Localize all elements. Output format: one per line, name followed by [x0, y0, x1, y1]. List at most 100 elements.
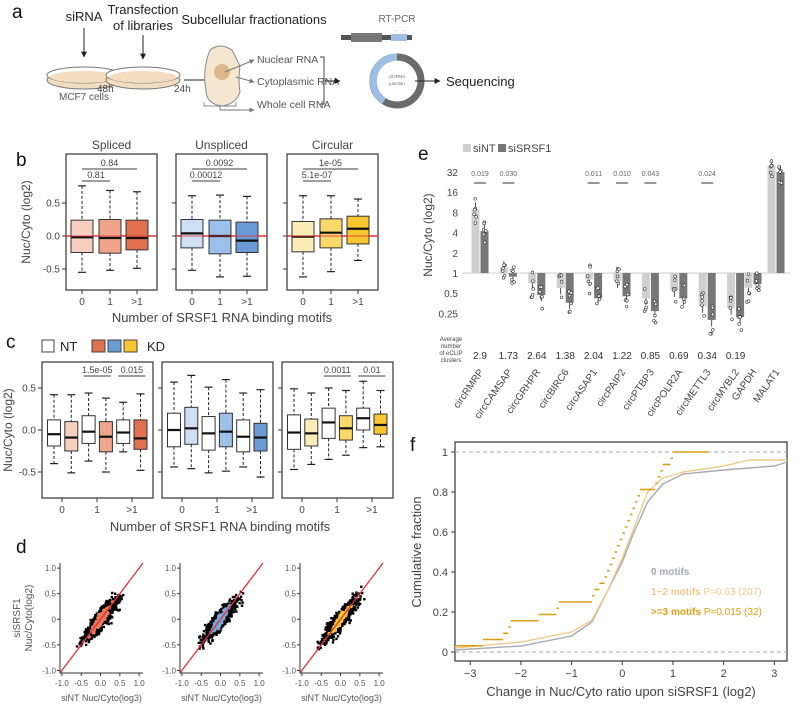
scatter-point — [225, 620, 228, 623]
scatter-point — [202, 633, 205, 636]
scatter-point — [112, 604, 115, 607]
scatter-point — [89, 636, 92, 640]
replicate-point — [615, 269, 620, 274]
scatter-point — [234, 593, 238, 597]
scatter-point — [79, 642, 82, 645]
y-tick-label: 0.4 — [433, 567, 448, 579]
scatter-point — [231, 604, 234, 607]
x-axis-label: siNT Nuc/Cyto(log3) — [301, 693, 382, 703]
axes — [59, 563, 143, 674]
panel-label-a: a — [12, 2, 23, 23]
p-value: 0.81 — [87, 170, 105, 180]
panel-label-d: d — [16, 537, 27, 558]
scatter-point — [213, 620, 216, 623]
replicate-point — [617, 267, 621, 271]
x-tick-label: 0 — [79, 297, 85, 308]
scatter-point — [86, 631, 89, 634]
scatter-point — [209, 642, 212, 645]
replicate-point — [755, 283, 759, 287]
scatter-point — [211, 639, 214, 642]
eclip-value: 1.38 — [555, 351, 575, 362]
replicate-point — [643, 287, 647, 291]
scatter-point — [200, 641, 203, 645]
y-tick-label: 0.6 — [433, 527, 448, 539]
replicate-point — [597, 297, 602, 301]
replicate-point — [682, 283, 687, 288]
scatter-point — [75, 645, 79, 648]
replicate-point — [673, 274, 677, 279]
bar-siSRSF1-circGRHPR — [537, 273, 546, 296]
replicate-point — [625, 282, 629, 287]
scatter-point — [332, 638, 335, 642]
scatter-point — [343, 603, 347, 606]
scatter-point — [89, 625, 92, 628]
scatter-point — [110, 595, 113, 599]
y-axis-label: Nuc/Cyto (log2) — [421, 193, 435, 276]
scatter-point — [79, 636, 82, 640]
scatter-point — [230, 607, 234, 611]
replicate-point — [474, 215, 478, 219]
p-value: 0.019 — [471, 171, 489, 178]
legend-swatch — [463, 144, 471, 152]
legend-name: 1−2 motifs — [651, 587, 701, 598]
replicate-point — [473, 221, 478, 225]
scatter-point — [97, 627, 101, 631]
scatter-point — [349, 619, 352, 622]
p-value: 0.0011 — [324, 365, 351, 375]
transfection-label-1: Transfection — [107, 2, 178, 17]
scatter-point — [339, 627, 342, 630]
replicate-point — [625, 292, 630, 297]
replicate-point — [484, 229, 488, 233]
scatter-point — [205, 625, 208, 629]
x-tick-label: 1 — [670, 668, 676, 680]
x-tick-label: 0 — [189, 297, 195, 308]
x-tick-label: >1 — [246, 505, 258, 516]
scatter-point — [232, 605, 235, 609]
y-tick-label: 0 — [172, 615, 177, 624]
replicate-point — [559, 273, 564, 277]
scatter-point — [208, 624, 212, 627]
x-tick-label: 0.0 — [95, 679, 107, 688]
scatter-point — [352, 608, 355, 611]
scatter-point — [352, 612, 355, 615]
scatter-point — [122, 593, 125, 597]
replicate-point — [501, 266, 505, 270]
replicate-point — [586, 279, 591, 284]
scatter-point — [228, 612, 232, 616]
scatter-point — [238, 597, 242, 601]
replicate-point — [674, 300, 678, 304]
scatter-point — [230, 599, 234, 603]
scatter-point — [336, 635, 340, 638]
scatter-point — [240, 598, 243, 602]
replicate-point — [530, 270, 535, 275]
x-tick-label: -0.5 — [74, 679, 88, 688]
y-tick-label: 1 — [452, 269, 458, 280]
scatter-point — [338, 632, 342, 635]
y-tick-label: 32 — [447, 168, 459, 179]
replicate-point — [682, 300, 687, 304]
scatter-point — [334, 617, 337, 621]
x-tick-label: 0 — [299, 505, 305, 516]
scatter-point — [102, 604, 106, 607]
y-tick-label: 0 — [292, 615, 297, 624]
replicate-point — [512, 265, 516, 269]
scatter-point — [363, 597, 366, 601]
replicate-point — [472, 212, 476, 216]
replicate-point — [728, 299, 733, 303]
x-axis-label: siNT Nuc/Cyto(log3) — [181, 693, 262, 703]
scatter-point — [237, 597, 240, 600]
replicate-point — [682, 297, 686, 301]
p-value: 0.00012 — [190, 170, 223, 180]
scatter-point — [109, 607, 113, 610]
scatter-point — [213, 615, 216, 619]
p-value: 0.01 — [363, 365, 381, 375]
scatter-point — [342, 622, 346, 626]
scatter-point — [207, 635, 210, 638]
p-value: 1.5e-05 — [82, 365, 113, 375]
scatter-point — [226, 603, 229, 606]
y-tick-label: 1 — [442, 447, 448, 459]
p-value: 1e-05 — [319, 158, 342, 168]
scatter-point — [335, 611, 338, 615]
axes — [179, 563, 263, 674]
fraction-whole-cell: Whole cell RNA — [257, 99, 331, 111]
